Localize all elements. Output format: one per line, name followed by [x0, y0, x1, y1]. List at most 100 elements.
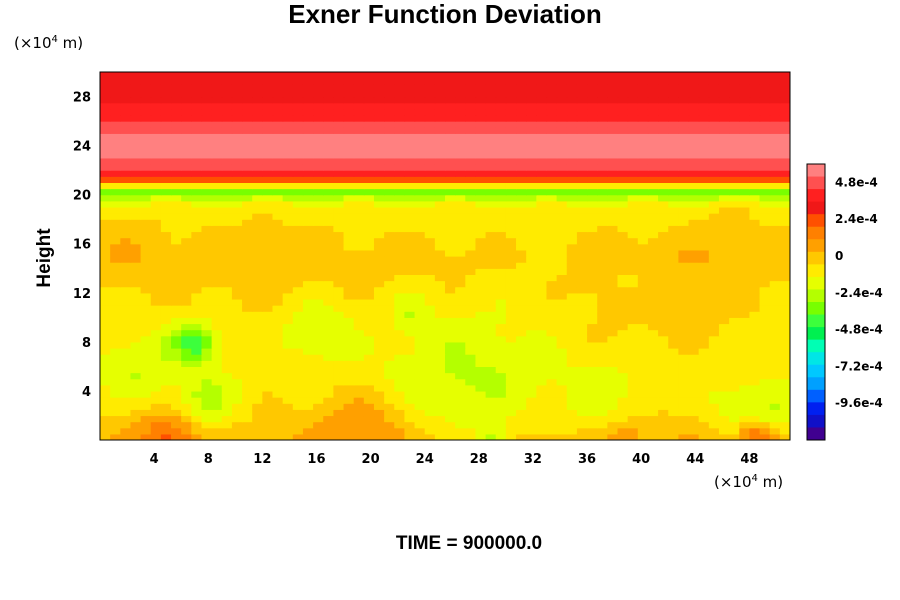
heatmap-cell: [160, 176, 172, 183]
heatmap-cell: [262, 219, 274, 226]
heatmap-cell: [171, 102, 182, 110]
heatmap-cell: [698, 341, 710, 349]
heatmap-cell: [211, 139, 223, 147]
heatmap-cell: [333, 403, 345, 410]
heatmap-cell: [445, 268, 456, 275]
heatmap-cell: [597, 200, 608, 208]
heatmap-cell: [384, 72, 395, 79]
heatmap-cell: [465, 366, 477, 374]
heatmap-cell: [516, 84, 527, 91]
heatmap-cell: [323, 280, 334, 288]
heatmap-cell: [302, 102, 314, 110]
heatmap-cell: [262, 317, 274, 325]
heatmap-cell: [627, 341, 639, 349]
heatmap-cell: [749, 292, 761, 300]
heatmap-cell: [130, 415, 142, 423]
heatmap-cell: [566, 415, 578, 423]
heatmap-cell: [546, 421, 558, 429]
heatmap-cell: [566, 323, 578, 331]
heatmap-cell: [130, 305, 142, 312]
heatmap-cell: [729, 360, 740, 367]
heatmap-cell: [627, 188, 639, 196]
heatmap-cell: [434, 268, 446, 275]
heatmap-cell: [455, 194, 466, 202]
heatmap-cell: [617, 157, 629, 165]
heatmap-cell: [475, 268, 487, 275]
heatmap-cell: [485, 243, 497, 251]
heatmap-cell: [353, 219, 365, 226]
heatmap-cell: [323, 384, 334, 392]
heatmap-cell: [252, 139, 263, 147]
heatmap-cell: [658, 341, 669, 349]
heatmap-cell: [201, 341, 213, 349]
heatmap-cell: [526, 397, 537, 404]
heatmap-cell: [414, 231, 426, 239]
heatmap-cell: [536, 200, 548, 208]
heatmap-cell: [597, 292, 608, 300]
heatmap-cell: [181, 317, 192, 325]
heatmap-cell: [333, 170, 345, 177]
heatmap-cell: [181, 323, 192, 331]
heatmap-cell: [637, 268, 649, 275]
heatmap-cell: [262, 433, 274, 440]
heatmap-cell: [160, 90, 172, 98]
heatmap-cell: [160, 231, 172, 239]
heatmap-cell: [231, 151, 243, 159]
heatmap-cell: [658, 372, 669, 380]
heatmap-cell: [759, 90, 771, 98]
heatmap-cell: [597, 341, 608, 349]
heatmap-cell: [485, 133, 497, 141]
heatmap-cell: [242, 78, 253, 85]
heatmap-cell: [718, 84, 730, 91]
heatmap-cell: [262, 200, 274, 208]
heatmap-cell: [708, 102, 720, 110]
heatmap-cell: [414, 90, 426, 98]
heatmap-cell: [323, 348, 334, 355]
heatmap-cell: [556, 84, 568, 91]
heatmap-cell: [759, 96, 771, 104]
heatmap-cell: [637, 145, 649, 153]
heatmap-cell: [100, 360, 111, 367]
heatmap-cell: [201, 127, 213, 134]
heatmap-cell: [658, 286, 669, 294]
heatmap-cell: [302, 286, 314, 294]
heatmap-cell: [455, 256, 466, 263]
heatmap-cell: [302, 403, 314, 410]
heatmap-cell: [424, 90, 436, 98]
heatmap-cell: [292, 348, 304, 355]
heatmap-cell: [414, 298, 426, 306]
heatmap-cell: [363, 268, 375, 275]
heatmap-cell: [445, 274, 456, 282]
heatmap-cell: [191, 243, 203, 251]
heatmap-cell: [384, 323, 395, 331]
heatmap-cell: [739, 237, 751, 245]
heatmap-cell: [576, 237, 588, 245]
heatmap-cell: [759, 213, 771, 220]
heatmap-cell: [759, 403, 771, 410]
heatmap-cell: [688, 280, 700, 288]
heatmap-cell: [536, 108, 548, 116]
heatmap-cell: [181, 108, 192, 116]
heatmap-cell: [505, 366, 517, 374]
heatmap-cell: [353, 280, 365, 288]
heatmap-cell: [333, 145, 345, 153]
heatmap-cell: [414, 225, 426, 233]
heatmap-cell: [749, 200, 761, 208]
heatmap-cell: [262, 305, 274, 312]
heatmap-cell: [323, 243, 334, 251]
heatmap-cell: [698, 384, 710, 392]
heatmap-cell: [759, 200, 771, 208]
heatmap-cell: [404, 268, 416, 275]
heatmap-cell: [181, 78, 192, 85]
heatmap-cell: [211, 366, 223, 374]
heatmap-cell: [100, 311, 111, 318]
heatmap-cell: [536, 274, 548, 282]
heatmap-cell: [597, 206, 608, 214]
heatmap-cell: [587, 274, 598, 282]
heatmap-cell: [150, 427, 162, 435]
heatmap-cell: [576, 164, 588, 171]
heatmap-cell: [779, 108, 790, 116]
heatmap-cell: [637, 127, 649, 134]
colorbar-swatch: [807, 239, 825, 253]
heatmap-cell: [779, 188, 790, 196]
